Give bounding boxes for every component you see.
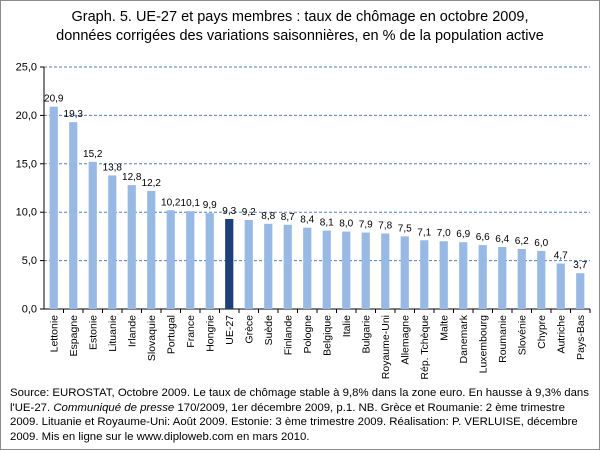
bar bbox=[283, 224, 292, 309]
bar bbox=[381, 233, 390, 309]
bar bbox=[303, 227, 312, 309]
bar bbox=[459, 242, 468, 309]
category-label: UE-27 bbox=[224, 315, 236, 345]
category-label: Slovénie bbox=[516, 315, 528, 355]
data-label: 8,1 bbox=[320, 218, 334, 229]
title-line-1: Graph. 5. UE-27 et pays membres : taux d… bbox=[71, 9, 529, 25]
bar bbox=[439, 241, 448, 309]
source-italic: Communiqué de presse bbox=[53, 401, 175, 414]
category-label: France bbox=[185, 315, 197, 348]
source-text-continued: 170/2009, 1er décembre 2009, p.1. NB. Gr… bbox=[10, 401, 578, 443]
bar bbox=[400, 236, 409, 309]
data-label: 6,9 bbox=[456, 229, 470, 240]
y-tick-label: 20,0 bbox=[16, 110, 37, 122]
source-text: Source: EUROSTAT, Octobre 2009. Le taux … bbox=[10, 387, 589, 414]
data-label: 19,3 bbox=[64, 109, 84, 120]
bar bbox=[420, 240, 429, 309]
source-note: Source: EUROSTAT, Octobre 2009. Le taux … bbox=[10, 386, 594, 444]
category-label: Lituanie bbox=[107, 315, 119, 352]
category-label: Luxembourg bbox=[477, 315, 489, 374]
category-label: Irlande bbox=[126, 315, 138, 347]
bar bbox=[69, 122, 78, 310]
category-label: Belgique bbox=[321, 315, 333, 356]
data-label: 3,7 bbox=[573, 260, 587, 271]
data-label: 10,1 bbox=[181, 198, 201, 209]
data-label: 4,7 bbox=[554, 251, 568, 262]
bar bbox=[147, 190, 156, 309]
category-label: Grèce bbox=[243, 315, 255, 344]
data-label: 8,8 bbox=[261, 211, 275, 222]
category-label: Portugal bbox=[165, 315, 177, 354]
category-label: Royaume-Uni bbox=[380, 315, 392, 379]
data-label: 7,8 bbox=[378, 220, 392, 231]
data-label: 9,2 bbox=[242, 207, 256, 218]
data-label: 6,0 bbox=[534, 238, 548, 249]
y-tick-label: 15,0 bbox=[16, 158, 37, 170]
category-label: Suède bbox=[263, 315, 275, 346]
data-label: 7,9 bbox=[359, 220, 373, 231]
data-label: 9,3 bbox=[222, 206, 236, 217]
bar bbox=[225, 218, 234, 309]
bar bbox=[244, 219, 253, 309]
data-label: 9,9 bbox=[203, 200, 217, 211]
category-label: Lettonie bbox=[48, 315, 60, 353]
category-label: Malte bbox=[438, 315, 450, 341]
data-label: 8,7 bbox=[281, 212, 295, 223]
y-tick-label: 5,0 bbox=[22, 255, 37, 267]
category-label: Estonie bbox=[87, 315, 99, 350]
category-label: Autriche bbox=[555, 315, 567, 354]
data-label: 15,2 bbox=[83, 149, 103, 160]
data-label: 7,0 bbox=[437, 228, 451, 239]
bar bbox=[342, 231, 351, 309]
data-label: 7,1 bbox=[417, 227, 431, 238]
category-label: Italie bbox=[341, 315, 353, 337]
data-label: 20,9 bbox=[44, 94, 64, 105]
data-label: 6,6 bbox=[476, 232, 490, 243]
bar bbox=[556, 263, 565, 309]
data-label: 7,5 bbox=[398, 223, 412, 234]
bar bbox=[127, 185, 136, 309]
category-label: Pologne bbox=[302, 315, 314, 354]
data-label: 12,2 bbox=[142, 178, 162, 189]
category-label: Espagne bbox=[68, 315, 80, 357]
data-label: 12,8 bbox=[122, 172, 142, 183]
bar bbox=[322, 230, 331, 309]
category-label: Hongrie bbox=[204, 315, 216, 352]
title-line-2: données corrigées des variations saisonn… bbox=[56, 28, 544, 44]
bar bbox=[478, 245, 487, 309]
bar bbox=[517, 248, 526, 309]
category-label: Finlande bbox=[282, 315, 294, 355]
bar bbox=[498, 247, 507, 309]
bar bbox=[361, 232, 370, 309]
y-tick-label: 0,0 bbox=[22, 304, 37, 316]
bar bbox=[49, 106, 58, 309]
category-label: Rép. Tchèque bbox=[419, 315, 431, 380]
bar bbox=[205, 213, 214, 309]
data-label: 13,8 bbox=[103, 162, 123, 173]
bar bbox=[186, 211, 195, 309]
chart-title: Graph. 5. UE-27 et pays membres : taux d… bbox=[0, 8, 600, 46]
category-label: Chypre bbox=[536, 315, 548, 349]
category-label: Roumanie bbox=[497, 315, 509, 363]
bar bbox=[537, 250, 546, 309]
bar bbox=[576, 273, 585, 309]
bar bbox=[264, 223, 273, 309]
data-label: 8,4 bbox=[300, 215, 314, 226]
bar bbox=[108, 175, 117, 309]
data-label: 8,0 bbox=[339, 219, 353, 230]
category-label: Allemagne bbox=[399, 315, 411, 365]
y-tick-label: 10,0 bbox=[16, 207, 37, 219]
category-label: Bulgarie bbox=[360, 315, 372, 354]
category-label: Slovaquie bbox=[146, 315, 158, 361]
data-label: 6,2 bbox=[515, 236, 529, 247]
data-label: 10,2 bbox=[161, 197, 181, 208]
bar-chart: 0,0 5,0 10,0 15,0 20,0 25,0 20,9 Lettonie 19,3 Es… bbox=[16, 62, 591, 380]
data-label: 6,4 bbox=[495, 234, 509, 245]
bar bbox=[166, 210, 175, 309]
bar bbox=[88, 161, 97, 309]
category-label: Danemark bbox=[458, 314, 470, 363]
category-label: Pays-Bas bbox=[575, 315, 587, 360]
y-tick-label: 25,0 bbox=[16, 62, 37, 74]
